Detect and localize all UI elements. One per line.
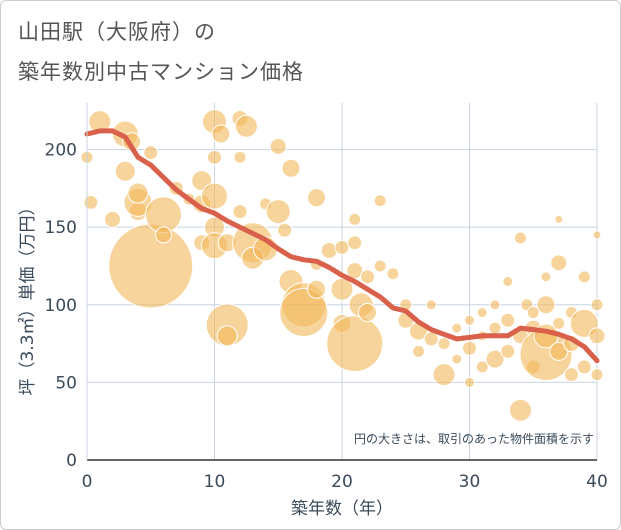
bubble	[265, 199, 291, 225]
bubble	[346, 262, 364, 280]
bubble	[279, 288, 329, 338]
bubble	[502, 276, 514, 287]
bubble	[360, 269, 375, 285]
chart-title-line2: 築年数別中古マンション価格	[18, 60, 304, 84]
bubble	[412, 344, 425, 358]
bubble	[550, 254, 568, 272]
tick-labels: 0 10 20 30 40 0 50 100 150 200	[45, 141, 608, 492]
bubble	[330, 277, 354, 301]
bubble	[277, 222, 293, 238]
y-tick-label: 150	[45, 218, 77, 238]
x-axis-label: 築年数（年）	[291, 499, 393, 519]
bubble	[207, 149, 222, 165]
bubble	[234, 114, 258, 138]
x-tick-label: 20	[331, 472, 353, 492]
bubbles-layer	[80, 109, 606, 422]
bubble	[358, 303, 377, 323]
bubble	[590, 368, 604, 382]
bubble	[462, 340, 477, 356]
x-tick-label: 0	[82, 472, 93, 492]
bubble	[500, 343, 516, 359]
bubble	[232, 204, 248, 220]
x-tick-label: 10	[204, 472, 226, 492]
bubble	[549, 341, 569, 361]
bubble	[83, 194, 99, 210]
y-tick-label: 0	[66, 451, 77, 471]
bubble	[269, 137, 287, 155]
bubble	[552, 316, 566, 330]
y-tick-label: 50	[55, 373, 77, 393]
bubble	[326, 315, 384, 373]
bubble	[143, 145, 159, 161]
bubble	[576, 359, 592, 375]
y-axis-label: 坪（3.3㎡）単価（万円）	[18, 198, 38, 395]
bubble	[432, 363, 456, 387]
bubble	[489, 299, 501, 311]
y-tick-label: 100	[45, 296, 77, 316]
bubble	[425, 299, 437, 311]
axes	[86, 103, 597, 461]
bubble	[476, 307, 488, 319]
bubble	[348, 212, 362, 226]
bubble	[509, 398, 532, 422]
bubble	[114, 160, 136, 182]
bubble	[485, 349, 505, 369]
bubble	[104, 210, 121, 228]
trend-line	[84, 128, 600, 364]
bubble	[307, 188, 326, 208]
bubble	[526, 306, 540, 320]
bubble	[464, 314, 475, 326]
bubble	[514, 231, 527, 245]
bubble	[373, 194, 387, 208]
bubble	[216, 325, 238, 347]
bubble	[536, 295, 556, 315]
bubble	[373, 259, 387, 273]
bubble	[590, 298, 604, 312]
bubble	[386, 267, 400, 281]
bubble	[155, 226, 172, 244]
bubble	[334, 239, 350, 255]
bubble	[564, 367, 579, 383]
bubble	[211, 124, 231, 144]
bubble	[451, 322, 463, 334]
bubble	[464, 376, 475, 388]
bubble	[577, 270, 591, 284]
bubble	[488, 321, 502, 335]
bubble	[201, 182, 228, 210]
bubble	[592, 230, 602, 240]
chart-title-line1: 山田駅（大阪府）の	[18, 20, 216, 44]
bubble	[347, 235, 363, 251]
bubble	[233, 150, 247, 164]
bubble	[588, 327, 606, 345]
bubble	[437, 337, 451, 351]
y-tick-label: 200	[45, 141, 77, 161]
bubble	[127, 182, 149, 204]
x-tick-label: 40	[586, 472, 608, 492]
bubble	[320, 241, 338, 259]
bubble	[540, 271, 552, 283]
size-annotation: 円の大きさは、取引のあった物件面積を示す	[354, 431, 594, 446]
x-tick-label: 30	[459, 472, 481, 492]
bubble	[500, 312, 516, 328]
bubble	[281, 158, 301, 178]
bubble	[108, 223, 194, 309]
bubble	[307, 279, 326, 299]
bubble	[451, 353, 463, 365]
bubble	[475, 360, 489, 374]
bubble	[554, 214, 564, 224]
